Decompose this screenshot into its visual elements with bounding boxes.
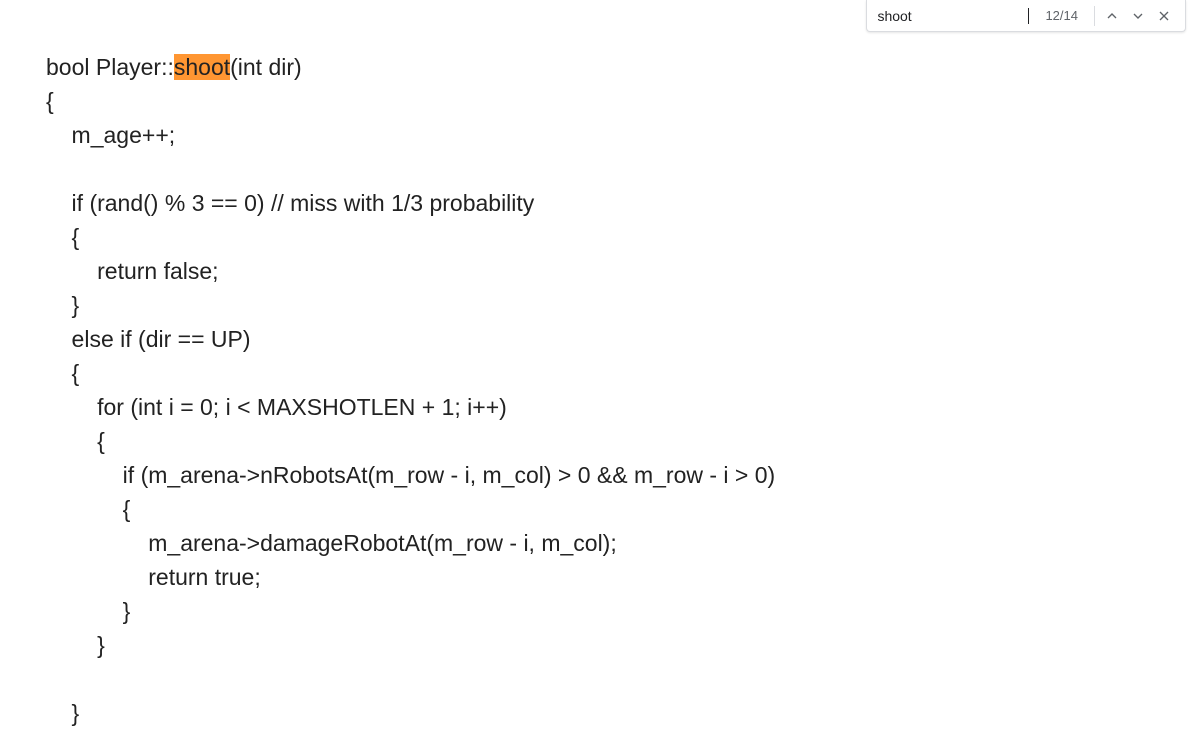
code-line: {: [46, 224, 79, 250]
code-line: {: [46, 428, 105, 454]
find-bar: 12/14: [866, 0, 1186, 32]
find-search-input[interactable]: [877, 8, 1027, 24]
code-line: return true;: [46, 564, 261, 590]
code-line: }: [46, 598, 130, 624]
code-line: for (int i = 0; i < MAXSHOTLEN + 1; i++): [46, 394, 507, 420]
search-highlight: shoot: [174, 54, 230, 80]
find-bar-separator: [1094, 6, 1095, 26]
code-line: {: [46, 496, 130, 522]
code-line: m_arena->damageRobotAt(m_row - i, m_col)…: [46, 530, 617, 556]
code-line: if (m_arena->nRobotsAt(m_row - i, m_col)…: [46, 462, 775, 488]
find-prev-button[interactable]: [1099, 3, 1125, 29]
code-line: {: [46, 88, 54, 114]
chevron-up-icon: [1104, 8, 1120, 24]
code-line: if (rand() % 3 == 0) // miss with 1/3 pr…: [46, 190, 534, 216]
code-line: }: [46, 632, 105, 658]
code-line: }: [46, 700, 79, 726]
code-line: }: [46, 292, 79, 318]
find-close-button[interactable]: [1151, 3, 1177, 29]
code-line: return false;: [46, 258, 219, 284]
code-line: bool Player::shoot(int dir): [46, 54, 302, 80]
code-line: {: [46, 360, 79, 386]
find-match-count: 12/14: [1029, 8, 1090, 23]
chevron-down-icon: [1130, 8, 1146, 24]
code-line: m_age++;: [46, 122, 175, 148]
code-line: else if (dir == UP): [46, 326, 251, 352]
close-icon: [1156, 8, 1172, 24]
find-next-button[interactable]: [1125, 3, 1151, 29]
code-block: bool Player::shoot(int dir) { m_age++; i…: [46, 16, 775, 730]
